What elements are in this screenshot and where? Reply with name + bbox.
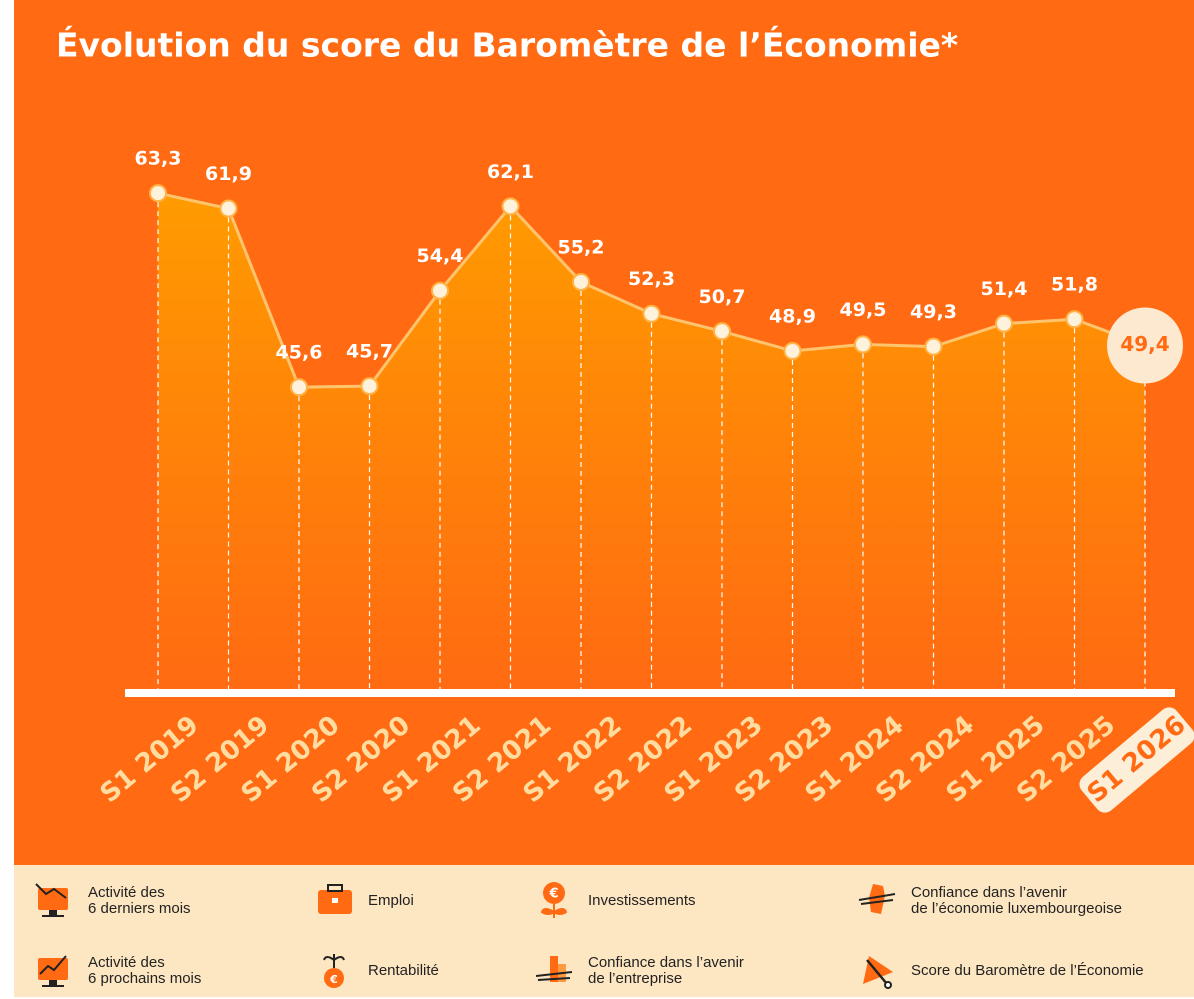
- value-label: 51,4: [981, 278, 1028, 300]
- value-label: 63,3: [135, 148, 182, 170]
- value-label: 62,1: [487, 161, 534, 183]
- value-label: 50,7: [699, 286, 746, 308]
- value-label: 49,5: [840, 299, 887, 321]
- legend-label: Rentabilité: [368, 962, 439, 979]
- legend-item: Confiance dans l’avenir de l’économie lu…: [857, 873, 1194, 929]
- point: [924, 337, 943, 356]
- point: [501, 197, 520, 216]
- legend-item: Confiance dans l’avenir de l’entreprise: [534, 943, 847, 999]
- point: [1065, 310, 1084, 329]
- chart-title: Évolution du score du Baromètre de l’Éco…: [56, 25, 958, 65]
- point: [431, 281, 449, 300]
- value-label: 45,6: [276, 342, 323, 364]
- baseline: [125, 689, 1175, 697]
- point: [642, 304, 661, 323]
- legend-label: Emploi: [368, 892, 414, 909]
- value-label: 45,7: [346, 341, 393, 363]
- legend-icon: €: [323, 954, 345, 988]
- legend-icon: [318, 884, 352, 914]
- point: [360, 377, 379, 396]
- legend-label: Score du Baromètre de l’Économie: [911, 962, 1144, 979]
- point: [149, 184, 167, 203]
- point: [290, 378, 308, 397]
- highlight-circle: [1107, 307, 1183, 384]
- value-label: 49,3: [910, 301, 957, 323]
- value-label: 52,3: [628, 268, 675, 290]
- x-tick-badge: [1079, 707, 1194, 813]
- point: [854, 335, 872, 354]
- legend-item: Emploi: [314, 873, 524, 929]
- legend-label: Activité des 6 derniers mois: [88, 884, 191, 917]
- legend-icon: [35, 883, 68, 917]
- chart: Évolution du score du Baromètre de l’Éco…: [14, 0, 1194, 865]
- legend-item: Activité des 6 derniers mois: [34, 873, 304, 929]
- legend-icon: [38, 955, 68, 987]
- legend-item: Score du Baromètre de l’Économie: [857, 943, 1194, 999]
- point: [219, 199, 238, 218]
- value-label: 51,8: [1051, 274, 1098, 296]
- legend: Activité des 6 derniers mois Emploi € Inves…: [14, 865, 1194, 997]
- point: [783, 342, 802, 361]
- point: [572, 272, 590, 291]
- point: [713, 322, 731, 341]
- legend-icon: [858, 884, 896, 914]
- point: [995, 314, 1013, 333]
- legend-item: Activité des 6 prochains mois: [34, 943, 304, 999]
- legend-icon: €: [540, 882, 568, 918]
- value-label: 48,9: [769, 306, 816, 328]
- legend-icon: [535, 956, 573, 982]
- legend-label: Confiance dans l’avenir de l’entreprise: [588, 954, 744, 987]
- legend-item: € Investissements: [534, 873, 847, 929]
- legend-label: Investissements: [588, 892, 696, 909]
- value-label: 49,4: [1120, 332, 1169, 356]
- svg-text:€: €: [329, 973, 338, 986]
- legend-label: Activité des 6 prochains mois: [88, 954, 202, 987]
- legend-label: Confiance dans l’avenir de l’économie lu…: [911, 884, 1122, 917]
- value-label: 55,2: [558, 236, 605, 258]
- value-label: 61,9: [205, 163, 252, 185]
- svg-text:€: €: [548, 887, 558, 902]
- legend-item: € Rentabilité: [314, 943, 524, 999]
- legend-icon: [863, 956, 893, 989]
- value-label: 54,4: [417, 245, 464, 267]
